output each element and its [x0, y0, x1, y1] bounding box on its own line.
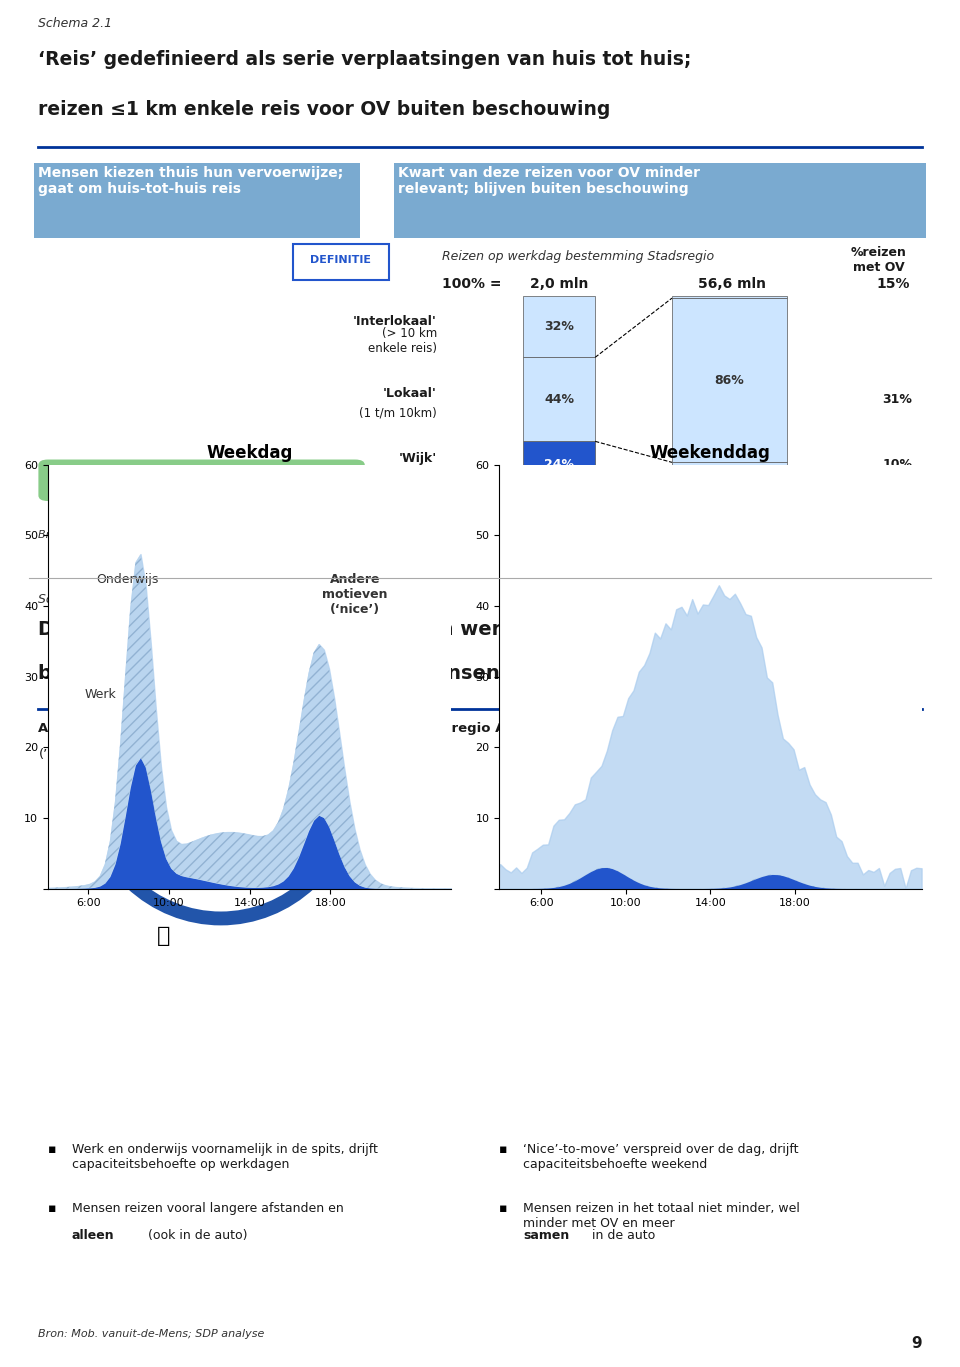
- Text: 86%: 86%: [715, 373, 744, 387]
- Bar: [672, 298, 787, 462]
- Text: (ook in de auto): (ook in de auto): [144, 1229, 248, 1243]
- Text: 24%: 24%: [544, 458, 574, 470]
- Text: 100% =: 100% =: [442, 276, 501, 291]
- Text: 44%: 44%: [544, 392, 574, 406]
- Text: 'Wijk': 'Wijk': [398, 452, 437, 465]
- Text: 🏃: 🏃: [233, 633, 247, 653]
- Text: alleen: alleen: [72, 1229, 114, 1243]
- Text: in de auto: in de auto: [588, 1229, 656, 1243]
- Bar: [106, 763, 125, 804]
- Text: Reis 2: Reis 2: [113, 808, 153, 848]
- Text: Mensen kiezen thuis hun vervoerwijze;
gaat om huis-tot-huis reis: Mensen kiezen thuis hun vervoerwijze; ga…: [38, 165, 344, 197]
- Text: 'Lokaal': 'Lokaal': [383, 387, 437, 401]
- Text: (> 10 km
enkele reis): (> 10 km enkele reis): [368, 327, 437, 354]
- Text: Werk: Werk: [84, 688, 116, 701]
- Text: 2,0 mln: 2,0 mln: [531, 276, 588, 291]
- Text: 9: 9: [911, 1337, 922, 1351]
- Text: Reis 2: Reis 2: [298, 815, 341, 848]
- Text: ▪: ▪: [499, 1143, 508, 1156]
- Text: 15%: 15%: [876, 276, 909, 291]
- Bar: [523, 357, 595, 442]
- Text: reizen ≤1 km enkele reis voor OV buiten beschouwing: reizen ≤1 km enkele reis voor OV buiten …: [38, 100, 611, 119]
- Text: Bron: Mob. vanuit-de-Mens; SDP analyse: Bron: Mob. vanuit-de-Mens; SDP analyse: [38, 530, 265, 540]
- Text: ▪: ▪: [499, 1202, 508, 1215]
- Text: %reizen
met OV: %reizen met OV: [851, 246, 906, 275]
- Text: Door de week reist men alleen en zijn werk en onderwijs: Door de week reist men alleen en zijn we…: [38, 621, 662, 640]
- Text: ▪: ▪: [48, 1143, 57, 1156]
- Text: Mensen reizen vooral langere afstanden en: Mensen reizen vooral langere afstanden e…: [72, 1202, 344, 1215]
- Text: belangrijk; in het weekend reizen mensen samen voor ‘nice’: belangrijk; in het weekend reizen mensen…: [38, 663, 702, 682]
- FancyBboxPatch shape: [34, 163, 360, 238]
- Text: 32%: 32%: [544, 320, 574, 334]
- Text: Actieve OV-reizen >1km met bestemming binnen Stadsregio Amsterdam, 2004-2009: Actieve OV-reizen >1km met bestemming bi…: [38, 722, 670, 735]
- Bar: [672, 297, 787, 298]
- Text: (t/m 1 km): (t/m 1 km): [374, 470, 437, 483]
- Text: Werk en onderwijs voornamelijk in de spits, drijft
capaciteitsbehoefte op werkda: Werk en onderwijs voornamelijk in de spi…: [72, 1143, 378, 1172]
- FancyBboxPatch shape: [394, 163, 926, 238]
- Text: ‘Nice’-to-move’ verspreid over de dag, drijft
capaciteitsbehoefte weekend: ‘Nice’-to-move’ verspreid over de dag, d…: [523, 1143, 799, 1172]
- Bar: [523, 442, 595, 487]
- Text: Andere
motieven
(‘nice’): Andere motieven (‘nice’): [323, 573, 388, 617]
- Text: 1%: 1%: [850, 502, 869, 514]
- Text: 31%: 31%: [882, 392, 913, 406]
- Text: Reizen op werkdag bestemming Stadsregio: Reizen op werkdag bestemming Stadsregio: [442, 250, 713, 264]
- Bar: [523, 297, 595, 357]
- Text: Aantal
reizen: Aantal reizen: [540, 502, 578, 529]
- Text: (1 t/m 10km): (1 t/m 10km): [359, 406, 437, 420]
- Text: ▪: ▪: [48, 1202, 57, 1215]
- Title: Weekenddag: Weekenddag: [650, 444, 771, 462]
- Text: Reis 1: Reis 1: [125, 592, 167, 626]
- Text: Bron: Mob. vanuit-de-Mens; SDP analyse: Bron: Mob. vanuit-de-Mens; SDP analyse: [38, 1330, 265, 1340]
- Text: Reis 1: Reis 1: [252, 592, 294, 626]
- Text: DEFINITIE: DEFINITIE: [310, 256, 372, 265]
- Text: Reiskm: Reiskm: [708, 502, 751, 514]
- Text: Onderwijs: Onderwijs: [96, 573, 158, 586]
- Text: Schema 2.1: Schema 2.1: [38, 16, 112, 30]
- Text: 'Interlokaal': 'Interlokaal': [353, 314, 437, 328]
- Text: Schema 2.2: Schema 2.2: [38, 593, 112, 606]
- Bar: [672, 462, 787, 487]
- Text: 13%: 13%: [714, 469, 745, 481]
- Text: Kwart van deze reizen voor OV minder
relevant; blijven buiten beschouwing: Kwart van deze reizen voor OV minder rel…: [398, 165, 701, 197]
- Bar: [86, 741, 144, 804]
- Text: Mensen reizen in het totaal niet minder, wel
minder met OV en meer: Mensen reizen in het totaal niet minder,…: [523, 1202, 800, 1230]
- Text: 5 verplaatsingen; 2 reizen: 5 verplaatsingen; 2 reizen: [104, 473, 300, 487]
- Text: 10%: 10%: [882, 458, 913, 470]
- Title: Weekdag: Weekdag: [206, 444, 293, 462]
- Text: ‘Reis’ gedefinieerd als serie verplaatsingen van huis tot huis;: ‘Reis’ gedefinieerd als serie verplaatsi…: [38, 49, 692, 68]
- Text: 56,6 mln: 56,6 mln: [698, 276, 765, 291]
- FancyBboxPatch shape: [293, 243, 389, 280]
- Text: 1%: 1%: [888, 502, 907, 514]
- Text: 👩‍💼: 👩‍💼: [303, 813, 330, 833]
- Text: samen: samen: [523, 1229, 569, 1243]
- Text: 🛒: 🛒: [156, 925, 170, 946]
- Text: (’000): (’000): [38, 748, 78, 760]
- FancyBboxPatch shape: [38, 459, 365, 502]
